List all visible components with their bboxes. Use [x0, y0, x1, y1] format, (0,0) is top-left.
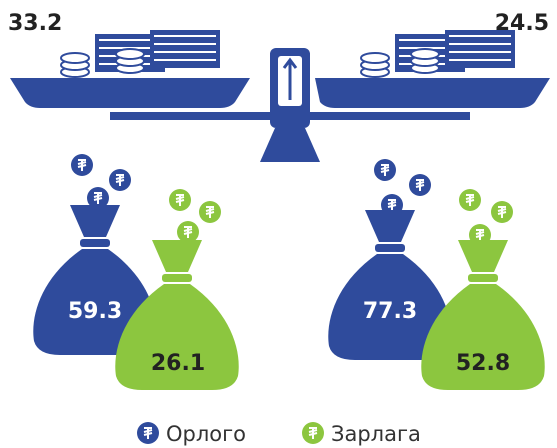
scale-right-value: 24.5 [495, 11, 549, 36]
scale-left-value: 33.2 [8, 11, 62, 36]
expense-value: 52.8 [456, 351, 510, 376]
income-coins [71, 154, 131, 209]
legend-swatch [302, 422, 324, 444]
base [260, 128, 320, 162]
expense-coins [459, 189, 513, 246]
infographic: 33.2 24.5 59.3 26.1 77.3 52.8 Орлого Зар… [0, 0, 557, 448]
income-value: 59.3 [68, 299, 122, 324]
legend-label: Орлого [166, 422, 246, 446]
legend-swatch [137, 422, 159, 444]
expense-value: 26.1 [151, 351, 205, 376]
expense-coins [169, 189, 221, 243]
money-left [61, 34, 165, 77]
left-pan [10, 78, 250, 108]
right-pan [315, 78, 550, 108]
income-coins [374, 159, 431, 216]
legend-label: Зарлага [331, 422, 421, 446]
income-value: 77.3 [363, 299, 417, 324]
